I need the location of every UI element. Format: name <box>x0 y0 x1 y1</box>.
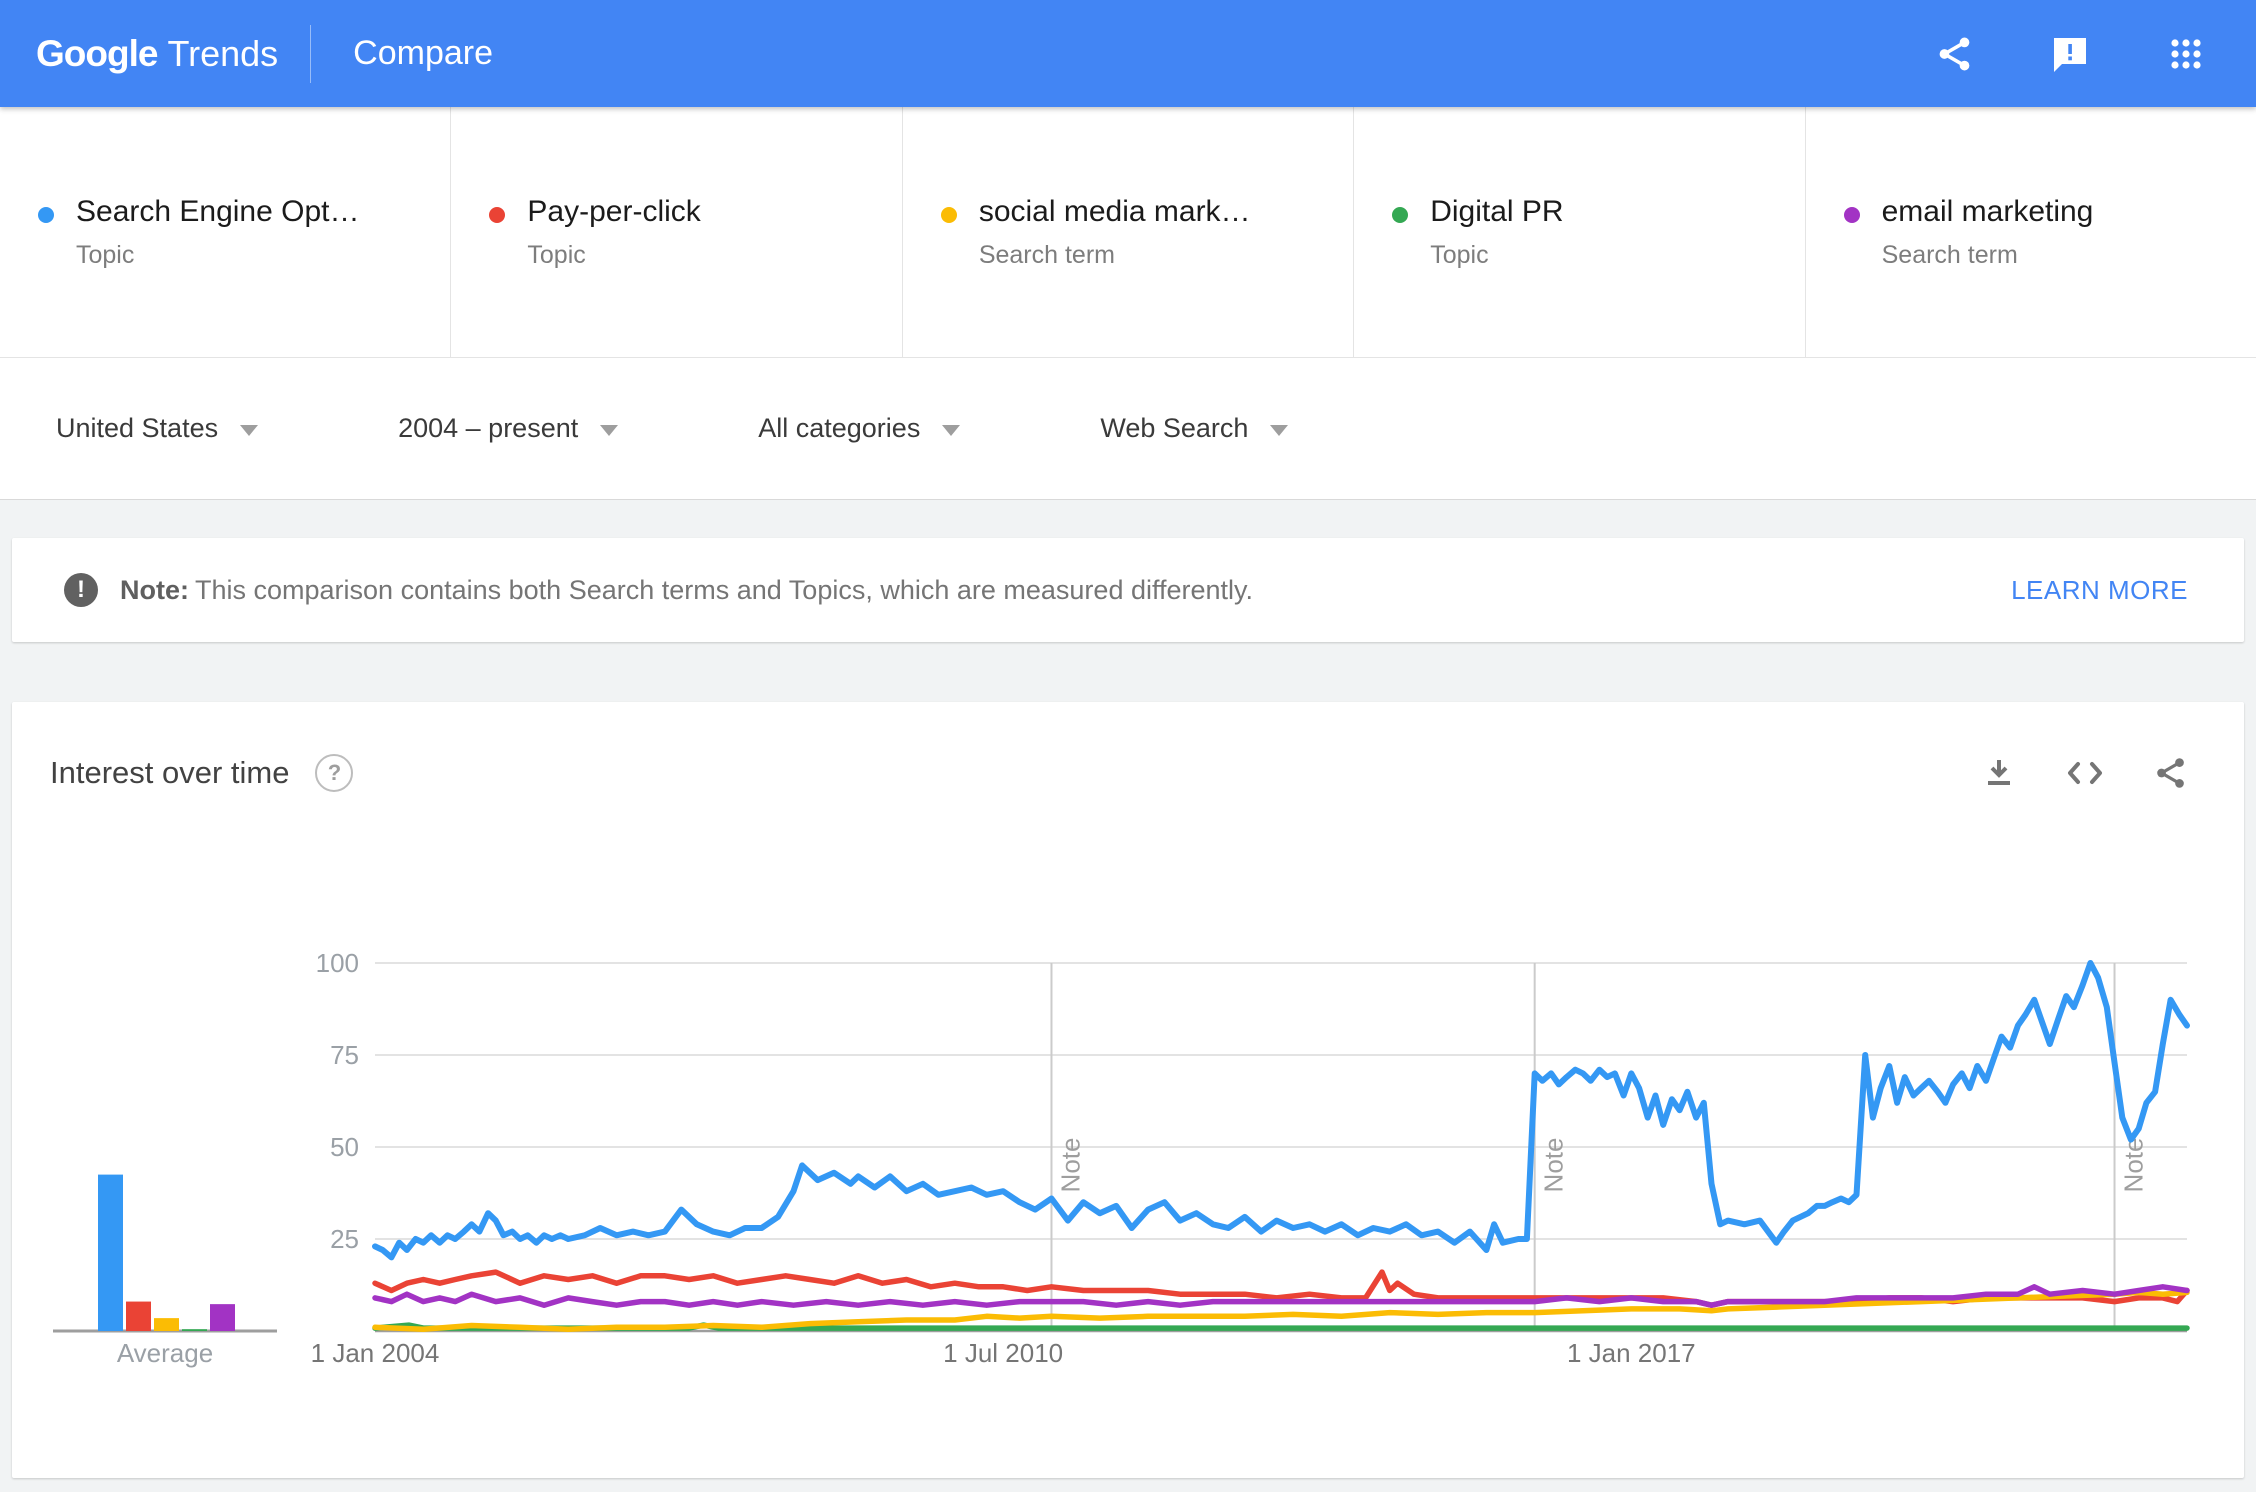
term-color-dot <box>38 207 54 223</box>
chevron-down-icon <box>240 424 259 436</box>
feedback-icon[interactable] <box>2050 34 2090 74</box>
chart-section-title: Interest over time <box>50 755 290 790</box>
chart-card-header: Interest over time ? <box>12 702 2244 822</box>
svg-text:50: 50 <box>330 1132 359 1162</box>
google-trends-logo[interactable]: Google Trends <box>36 33 278 75</box>
filter-region-dropdown[interactable]: United States <box>56 413 259 444</box>
term-chip-email-marketing[interactable]: email marketing Search term <box>1804 107 2256 357</box>
chevron-down-icon <box>1270 424 1289 436</box>
term-label: social media mark… <box>978 194 1251 228</box>
filter-search-type-value: Web Search <box>1100 413 1249 443</box>
appbar-divider <box>310 24 312 83</box>
svg-text:100: 100 <box>316 948 359 978</box>
chevron-down-icon <box>600 424 619 436</box>
term-type: Topic <box>76 240 135 269</box>
term-color-dot <box>940 207 957 223</box>
chart-body: 100 75 50 25 Note Note Note 1 Jan 2004 1 Jul 201… <box>12 822 2244 1442</box>
interest-over-time-card: Interest over time ? <box>12 702 2244 1478</box>
svg-text:Note: Note <box>2119 1138 2149 1193</box>
svg-text:1 Jan 2004: 1 Jan 2004 <box>311 1338 440 1368</box>
filter-region-value: United States <box>56 413 219 443</box>
chevron-down-icon <box>942 424 961 436</box>
svg-text:1 Jan 2017: 1 Jan 2017 <box>1567 1338 1696 1368</box>
svg-text:Average: Average <box>117 1338 213 1368</box>
term-type: Topic <box>1430 240 1489 269</box>
svg-text:1 Jul 2010: 1 Jul 2010 <box>943 1338 1063 1368</box>
learn-more-link[interactable]: LEARN MORE <box>2011 574 2188 605</box>
svg-text:Note: Note <box>1055 1138 1085 1193</box>
filter-time-range-dropdown[interactable]: 2004 – present <box>398 413 619 444</box>
note-banner-message: This comparison contains both Search ter… <box>195 574 1254 605</box>
term-color-dot <box>1392 207 1409 223</box>
embed-icon[interactable] <box>2066 756 2104 790</box>
help-icon[interactable]: ? <box>315 754 354 792</box>
term-chip-smm[interactable]: social media mark… Search term <box>901 107 1353 357</box>
term-label: Search Engine Opt… <box>76 194 360 228</box>
term-type: Search term <box>978 240 1115 269</box>
term-type: Topic <box>527 240 586 269</box>
trend-chart-svg[interactable]: 100 75 50 25 Note Note Note 1 Jan 2004 1 Jul 201… <box>12 822 2244 1442</box>
note-banner-prefix: Note: <box>120 574 189 605</box>
filters-row: United States 2004 – present All categor… <box>0 358 2256 500</box>
logo-trends: Trends <box>167 32 279 74</box>
filter-search-type-dropdown[interactable]: Web Search <box>1100 413 1289 444</box>
comparison-terms-row: Search Engine Opt… Topic Pay-per-click T… <box>0 107 2256 358</box>
note-banner: ! Note: This comparison contains both Sea… <box>12 538 2244 642</box>
term-chip-digital-pr[interactable]: Digital PR Topic <box>1353 107 1804 357</box>
share-icon[interactable] <box>2154 756 2188 790</box>
app-bar: Google Trends Compare <box>0 0 2256 107</box>
term-chip-seo[interactable]: Search Engine Opt… Topic <box>0 107 450 357</box>
share-icon[interactable] <box>1936 35 1974 73</box>
filter-category-value: All categories <box>758 413 921 443</box>
exclamation-circle-icon: ! <box>64 573 98 607</box>
logo-google: Google <box>36 32 158 74</box>
term-color-dot <box>1843 207 1860 223</box>
filter-category-dropdown[interactable]: All categories <box>758 413 961 444</box>
filter-time-range-value: 2004 – present <box>398 413 579 443</box>
svg-text:Note: Note <box>1539 1138 1569 1193</box>
page-background: ! Note: This comparison contains both Sea… <box>0 500 2256 1492</box>
term-label: Digital PR <box>1430 194 1564 228</box>
download-icon[interactable] <box>1982 756 2016 790</box>
term-color-dot <box>489 207 506 223</box>
svg-text:25: 25 <box>330 1224 359 1254</box>
apps-grid-icon[interactable] <box>2166 34 2206 74</box>
term-type: Search term <box>1881 240 2018 269</box>
note-banner-text: Note: This comparison contains both Searc… <box>120 575 1253 606</box>
term-label: email marketing <box>1881 194 2094 228</box>
svg-text:75: 75 <box>330 1040 359 1070</box>
page-title: Compare <box>353 34 494 72</box>
term-chip-ppc[interactable]: Pay-per-click Topic <box>450 107 901 357</box>
term-label: Pay-per-click <box>527 194 701 228</box>
